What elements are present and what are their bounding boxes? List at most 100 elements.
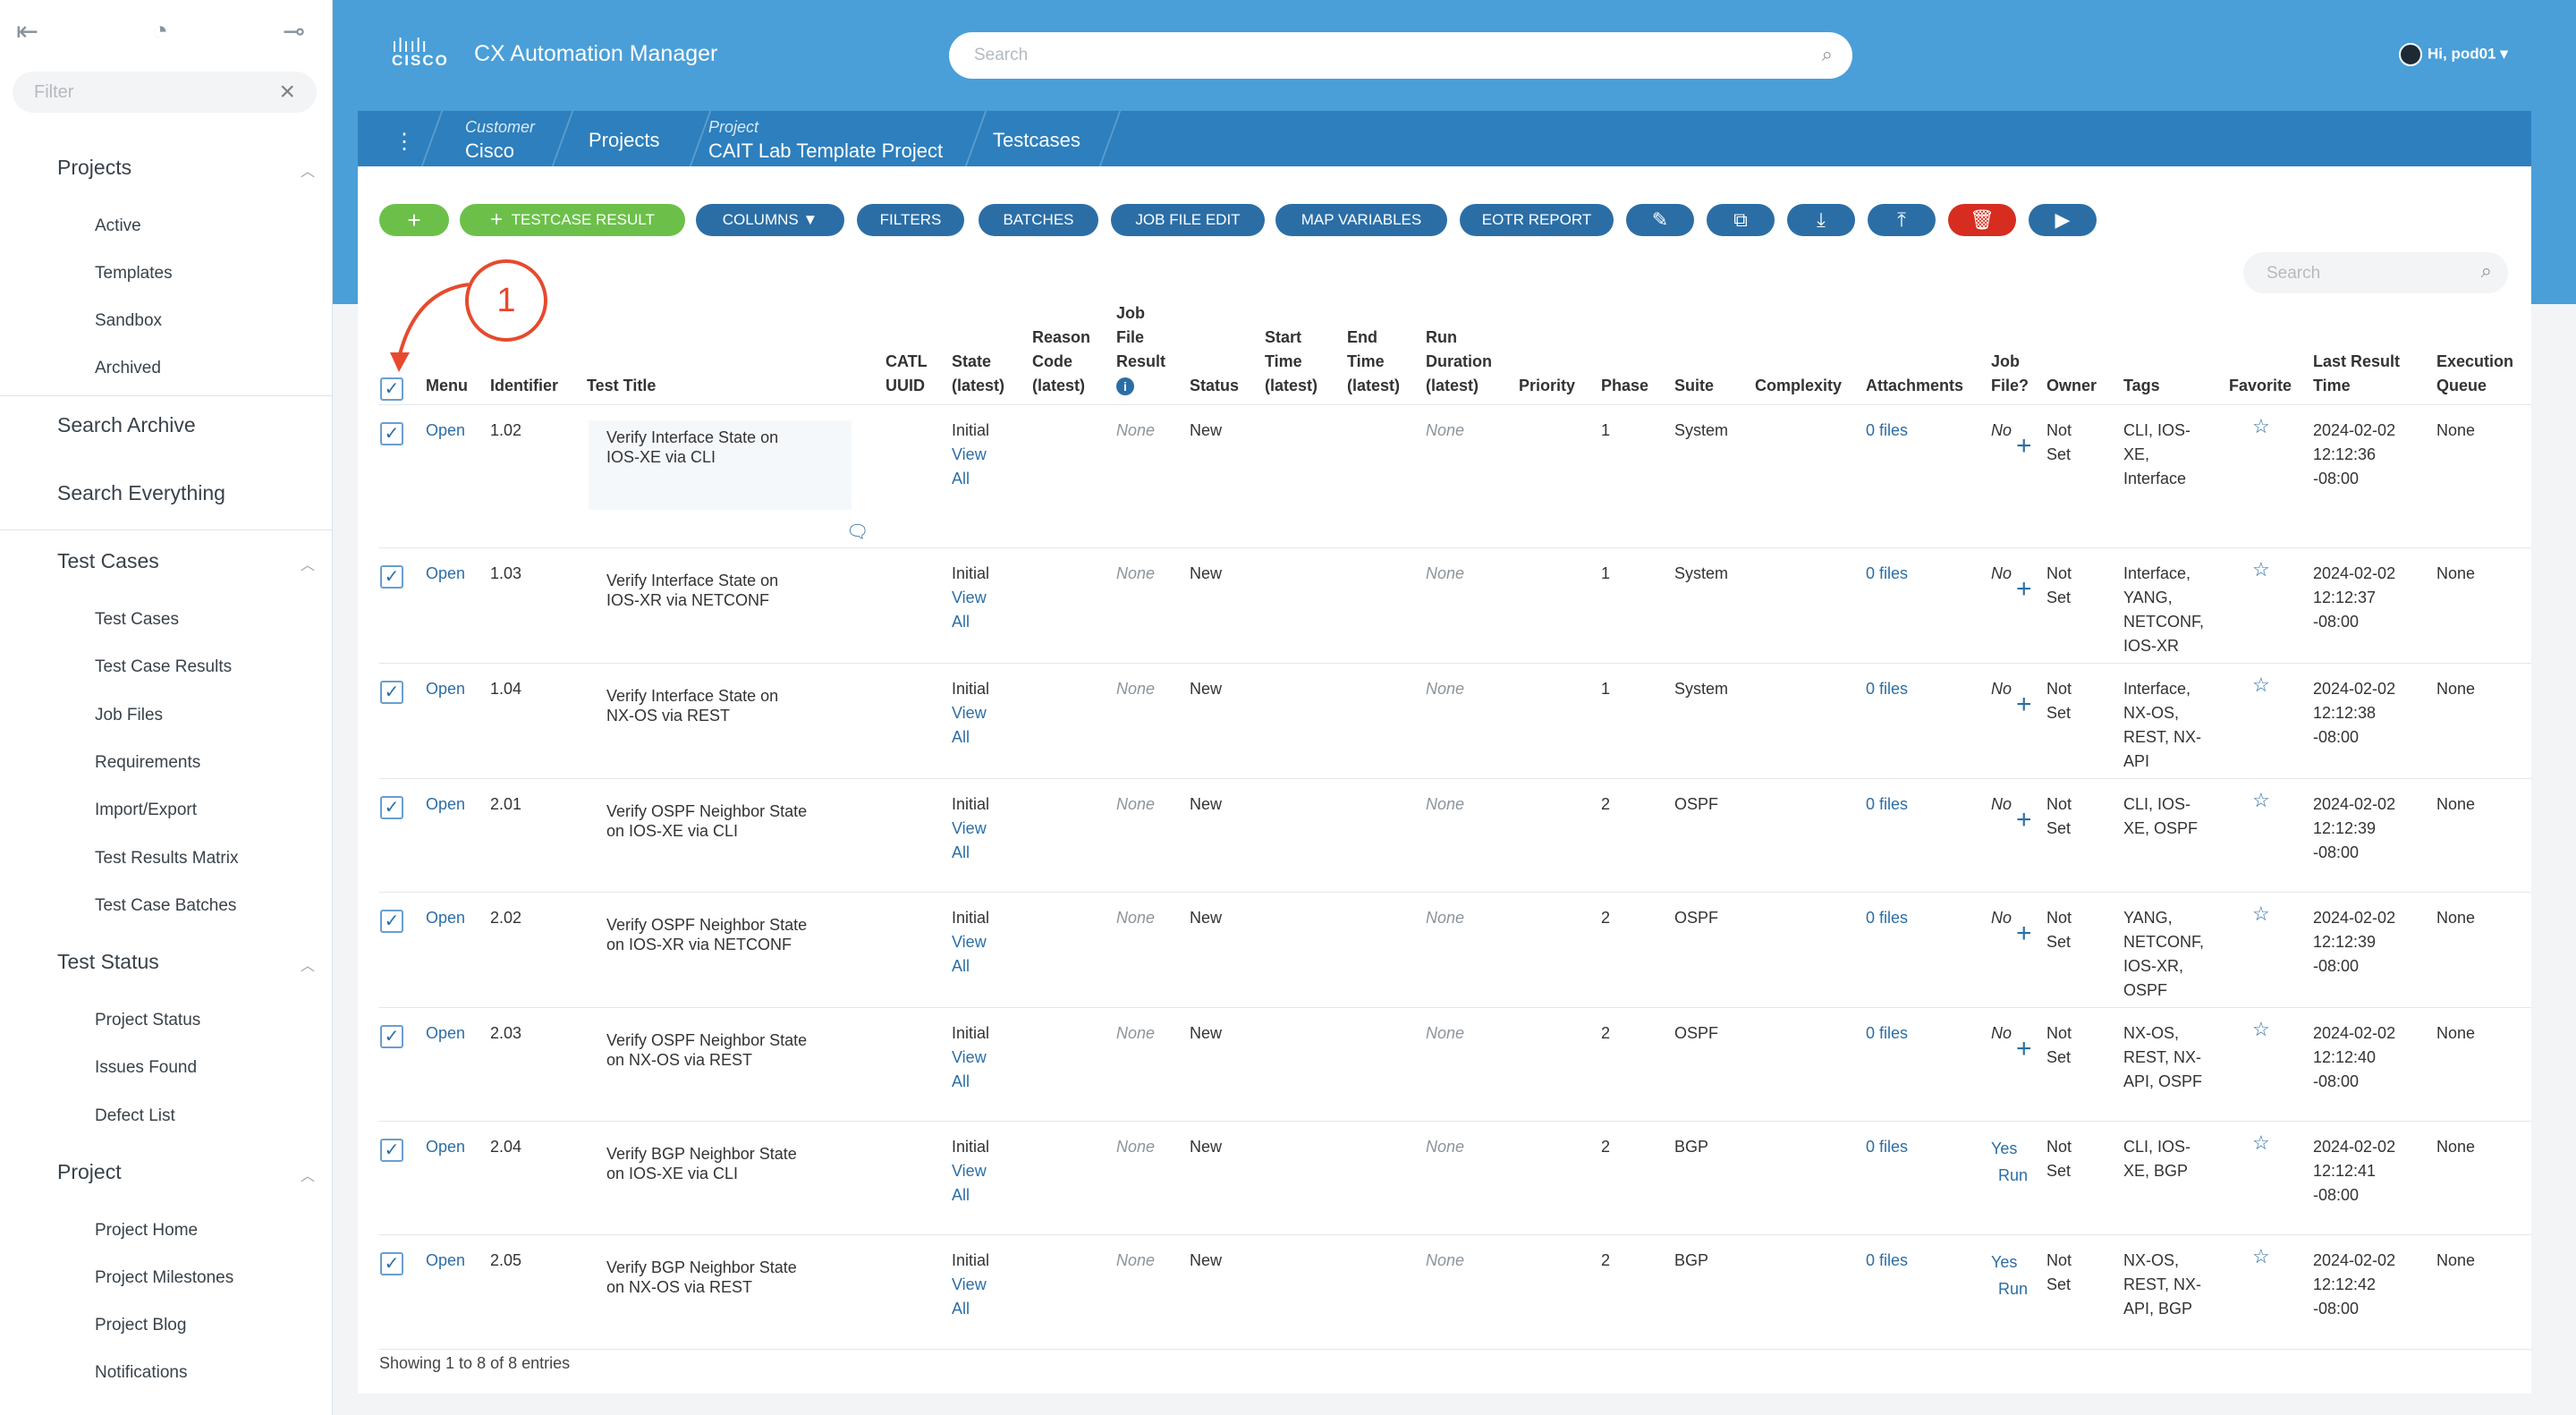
row-all-link[interactable]: All (952, 613, 970, 631)
row-attachments-link[interactable]: 0 files (1866, 909, 1909, 927)
row-checkbox[interactable]: ✓ (380, 565, 403, 589)
row-attachments-link[interactable]: 0 files (1866, 680, 1909, 698)
row-all-link[interactable]: All (952, 728, 970, 746)
col-job-file[interactable]: Job File? (1991, 350, 2029, 398)
row-test-title[interactable]: Verify Interface State on IOS-XE via CLI (606, 428, 778, 467)
col-favorite[interactable]: Favorite (2229, 377, 2292, 394)
sidebar-filter-input[interactable]: Filter × (13, 72, 317, 113)
job-file-edit-button[interactable]: JOB FILE EDIT (1111, 204, 1265, 236)
eotr-report-button[interactable]: EOTR REPORT (1460, 204, 1614, 236)
search-icon[interactable]: ⌕ (1821, 43, 1833, 65)
row-view-link[interactable]: View (952, 704, 987, 722)
row-all-link[interactable]: All (952, 843, 970, 861)
col-tags[interactable]: Tags (2123, 377, 2160, 394)
row-add-job-file-icon[interactable]: + (2016, 919, 2032, 948)
row-view-link[interactable]: View (952, 1275, 987, 1293)
col-owner[interactable]: Owner (2046, 377, 2097, 394)
comment-icon[interactable]: 🗨 (846, 522, 869, 542)
sidebar-item-project-milestones[interactable]: Project Milestones (95, 1268, 234, 1287)
sidebar-item-active[interactable]: Active (95, 216, 141, 235)
row-job-file[interactable]: Yes (1991, 1253, 2018, 1271)
chevron-up-icon[interactable]: ︿ (301, 558, 316, 573)
search-icon[interactable]: ⌕ (2480, 259, 2492, 282)
col-execution-queue[interactable]: Execution Queue (2436, 350, 2513, 398)
row-checkbox[interactable]: ✓ (380, 1252, 403, 1275)
copy-button[interactable]: ⧉ (1707, 204, 1775, 236)
download-button[interactable]: ⤓ (1787, 204, 1855, 236)
col-complexity[interactable]: Complexity (1755, 377, 1843, 394)
row-open-link[interactable]: Open (426, 421, 466, 439)
col-attachments[interactable]: Attachments (1866, 377, 1964, 394)
sidebar-item-archived[interactable]: Archived (95, 359, 161, 377)
edit-button[interactable]: ✎ (1626, 204, 1694, 236)
sidebar-item-issues-found[interactable]: Issues Found (95, 1058, 198, 1077)
sidebar-item-project-status[interactable]: Project Status (95, 1011, 201, 1029)
row-add-job-file-icon[interactable]: + (2016, 431, 2032, 461)
row-open-link[interactable]: Open (426, 909, 466, 927)
favorite-star-icon[interactable]: ☆ (2252, 674, 2270, 696)
row-job-file[interactable]: Yes (1991, 1140, 2018, 1157)
col-priority[interactable]: Priority (1519, 377, 1576, 394)
chevron-up-icon[interactable]: ︿ (301, 959, 316, 974)
sidebar-item-test-results-matrix[interactable]: Test Results Matrix (95, 849, 239, 868)
favorite-star-icon[interactable]: ☆ (2252, 558, 2270, 580)
col-suite[interactable]: Suite (1674, 377, 1715, 394)
col-phase[interactable]: Phase (1601, 377, 1649, 394)
favorite-star-icon[interactable]: ☆ (2252, 789, 2270, 811)
sidebar-item-test-case-results[interactable]: Test Case Results (95, 657, 233, 676)
chevron-up-icon[interactable]: ︿ (301, 165, 316, 180)
global-search-input[interactable]: Search ⌕ (949, 32, 1852, 79)
row-all-link[interactable]: All (952, 1186, 970, 1204)
testcase-result-button[interactable]: + TESTCASE RESULT (460, 204, 685, 236)
sidebar-item-job-files[interactable]: Job Files (95, 706, 164, 724)
row-all-link[interactable]: All (952, 1072, 970, 1090)
row-attachments-link[interactable]: 0 files (1866, 1138, 1909, 1156)
sidebar-section-projects[interactable]: Projects (57, 156, 132, 179)
row-all-link[interactable]: All (952, 1300, 970, 1318)
col-start-time[interactable]: Start Time (latest) (1265, 326, 1318, 398)
row-view-link[interactable]: View (952, 819, 987, 837)
run-button[interactable]: ▶ (2029, 204, 2097, 236)
col-state[interactable]: State (latest) (952, 350, 1004, 398)
col-menu[interactable]: Menu (426, 377, 468, 394)
row-open-link[interactable]: Open (426, 795, 466, 813)
row-checkbox[interactable]: ✓ (380, 796, 403, 819)
sidebar-item-notifications[interactable]: Notifications (95, 1363, 188, 1382)
row-add-job-file-icon[interactable]: + (2016, 690, 2032, 719)
favorite-star-icon[interactable]: ☆ (2252, 1131, 2270, 1154)
col-end-time[interactable]: End Time (latest) (1347, 326, 1400, 398)
favorite-star-icon[interactable]: ☆ (2252, 902, 2270, 925)
sidebar-item-test-cases[interactable]: Test Cases (95, 610, 179, 629)
columns-button[interactable]: COLUMNS ▼ (696, 204, 844, 236)
crumb-customer-value[interactable]: Cisco (465, 140, 515, 162)
row-add-job-file-icon[interactable]: + (2016, 805, 2032, 835)
row-all-link[interactable]: All (952, 470, 970, 487)
col-run-duration[interactable]: Run Duration (latest) (1426, 326, 1492, 398)
row-view-link[interactable]: View (952, 589, 987, 606)
row-view-link[interactable]: View (952, 933, 987, 951)
sidebar-item-defect-list[interactable]: Defect List (95, 1106, 175, 1125)
sidebar-item-test-case-batches[interactable]: Test Case Batches (95, 896, 237, 915)
row-attachments-link[interactable]: 0 files (1866, 795, 1909, 813)
row-test-title[interactable]: Verify BGP Neighbor State on IOS-XE via C… (606, 1144, 797, 1183)
user-menu[interactable]: Hi, pod01 ▾ (2399, 43, 2508, 66)
table-search-input[interactable]: Search ⌕ (2243, 252, 2508, 293)
row-open-link[interactable]: Open (426, 1138, 466, 1156)
add-button[interactable]: + (379, 204, 449, 236)
kebab-menu-icon[interactable]: ⋮ (394, 130, 415, 154)
crumb-projects-label[interactable]: Projects (589, 129, 660, 151)
info-icon[interactable]: i (1116, 377, 1134, 396)
row-attachments-link[interactable]: 0 files (1866, 421, 1909, 439)
row-run-link[interactable]: Run (1998, 1166, 2029, 1184)
row-test-title[interactable]: Verify Interface State on NX-OS via REST (606, 686, 778, 725)
row-test-title[interactable]: Verify OSPF Neighbor State on IOS-XR via … (606, 915, 807, 954)
select-all-checkbox[interactable]: ✓ (380, 377, 403, 401)
clear-filter-icon[interactable]: × (279, 77, 295, 106)
row-test-title[interactable]: Verify OSPF Neighbor State on NX-OS via R… (606, 1030, 807, 1070)
sidebar-section-test-cases[interactable]: Test Cases (57, 549, 159, 572)
sidebar-item-sandbox[interactable]: Sandbox (95, 311, 163, 330)
row-open-link[interactable]: Open (426, 1024, 466, 1042)
row-attachments-link[interactable]: 0 files (1866, 1251, 1909, 1269)
upload-button[interactable]: ⤒ (1868, 204, 1936, 236)
row-add-job-file-icon[interactable]: + (2016, 574, 2032, 604)
